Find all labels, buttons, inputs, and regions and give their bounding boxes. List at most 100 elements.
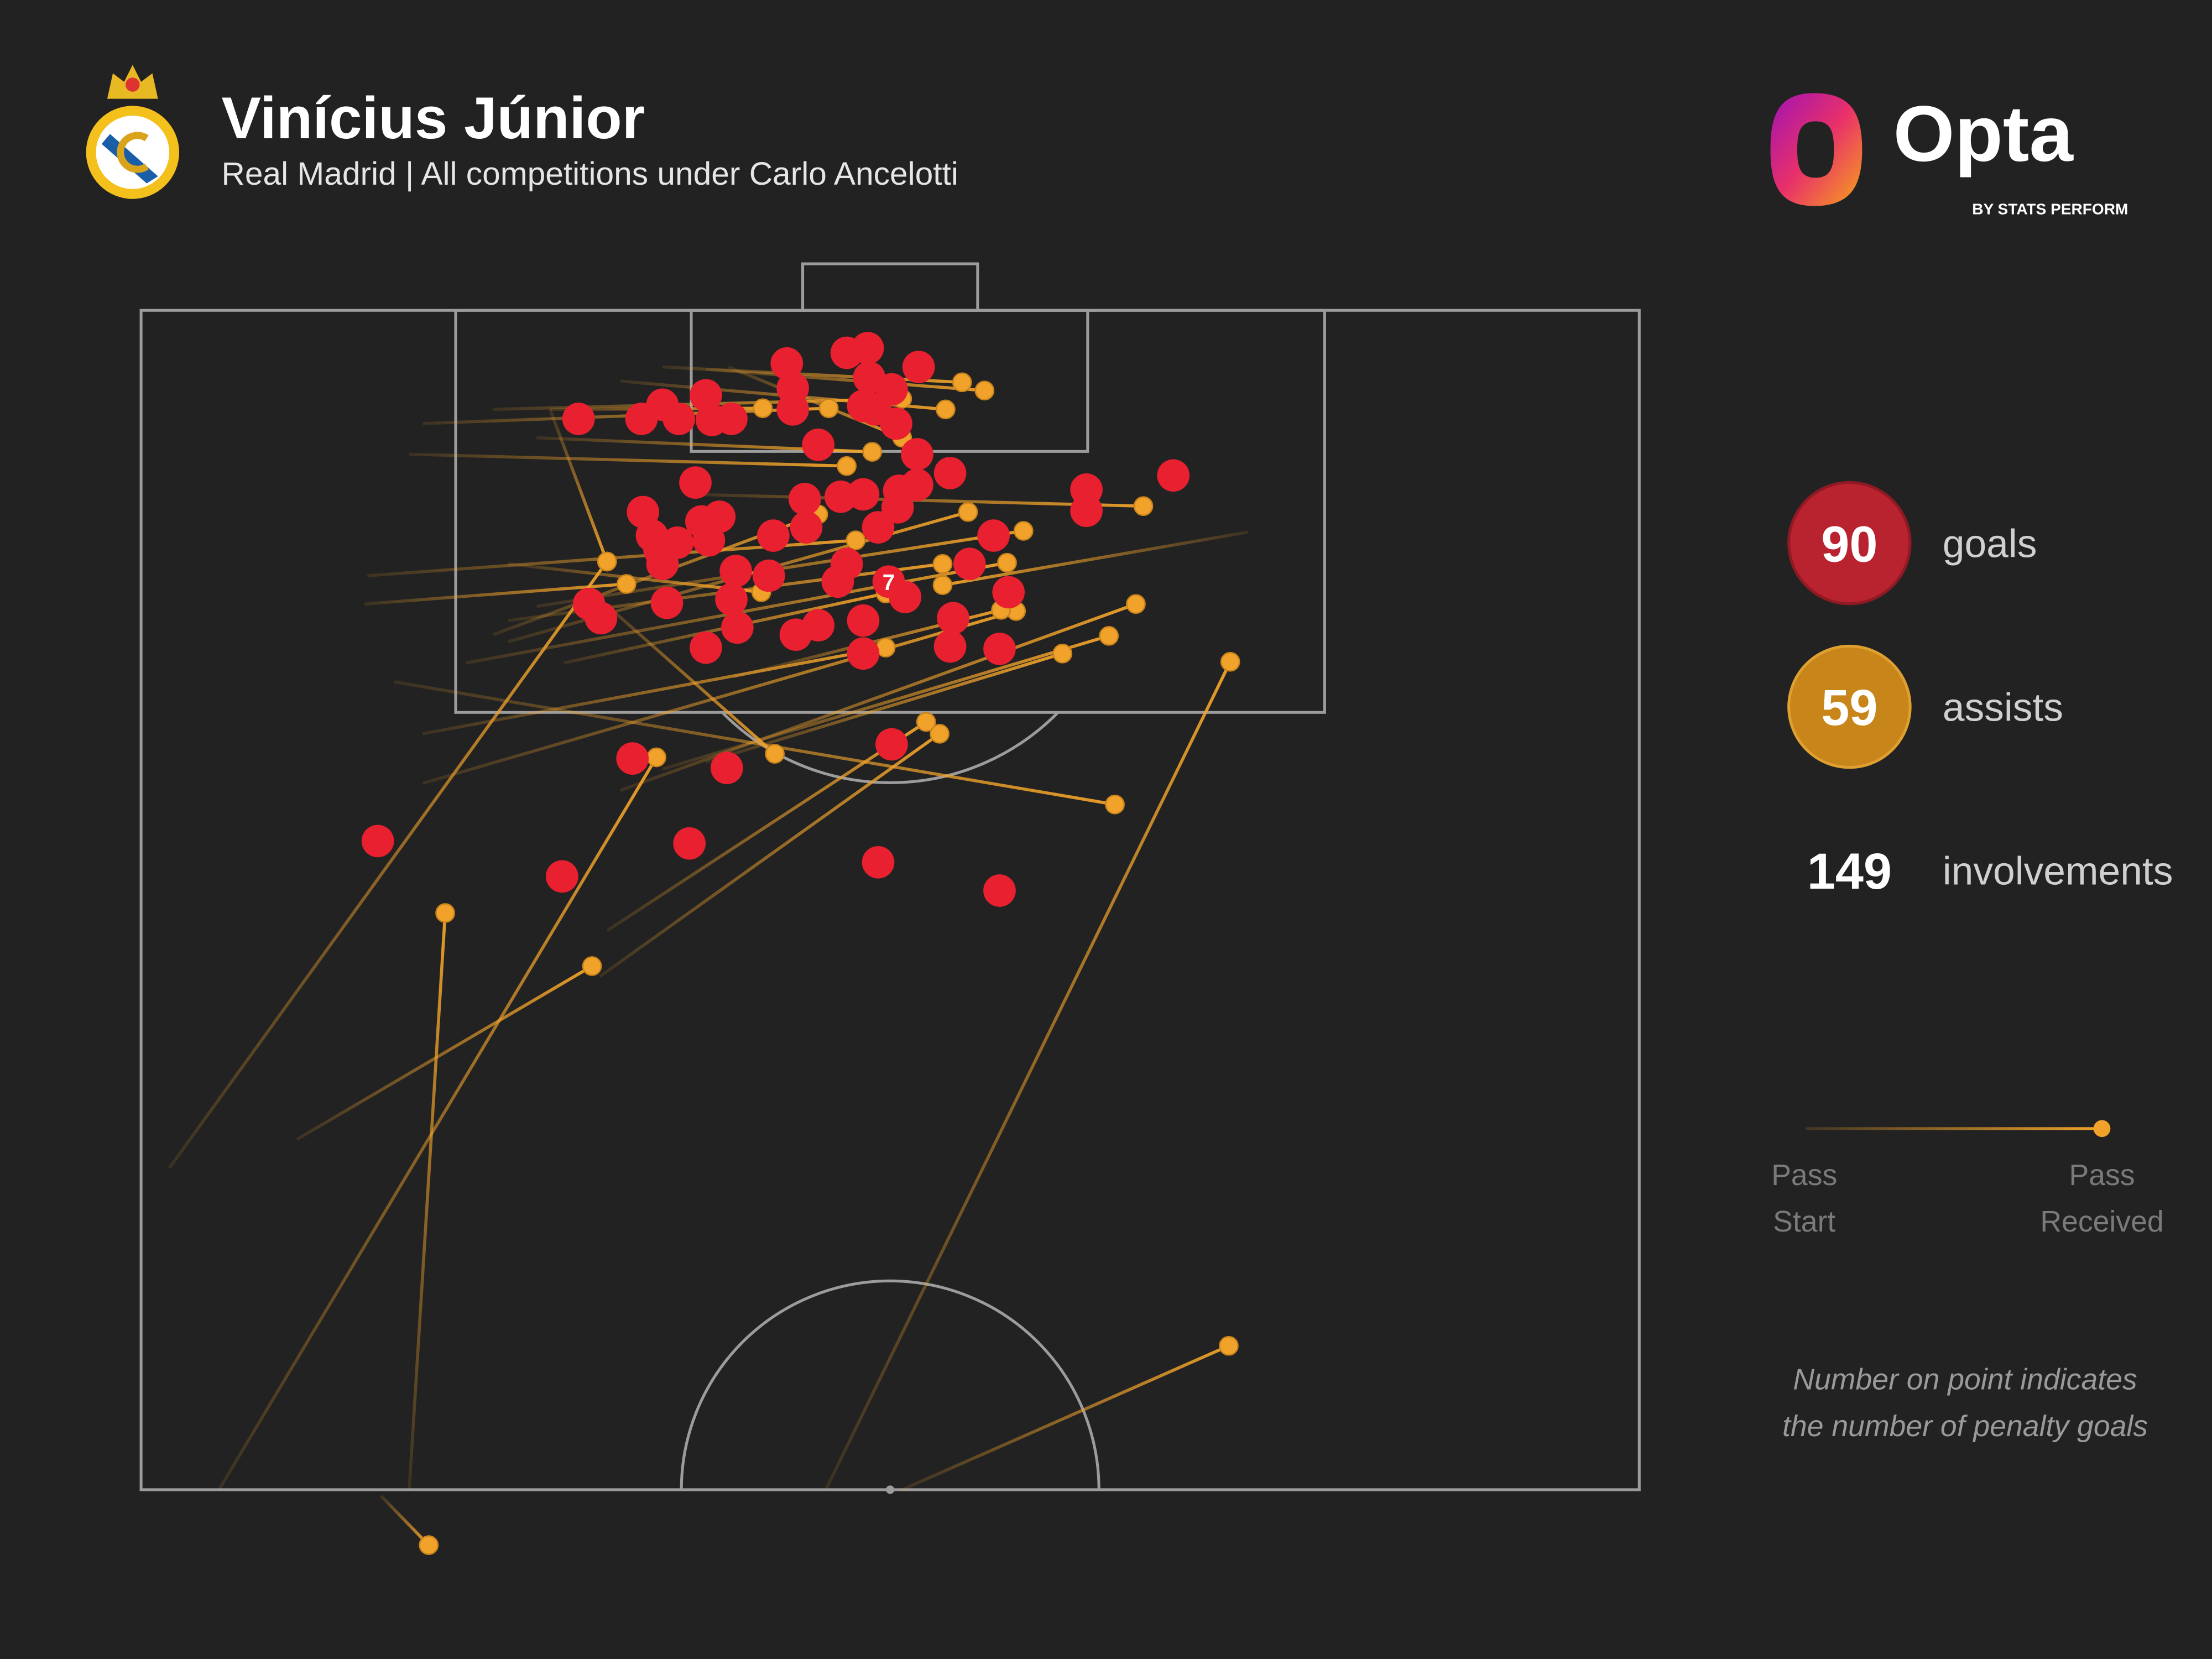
goal-point — [847, 389, 880, 422]
assist-received-point — [1220, 651, 1240, 672]
goal-point — [650, 586, 684, 619]
goal-point — [862, 511, 895, 544]
assist-received-point — [837, 456, 857, 476]
goal-point — [992, 576, 1025, 609]
assist-received-point — [818, 398, 839, 419]
assist-pass-line — [379, 1494, 430, 1547]
assist-pass-line — [824, 661, 1232, 1491]
assist-received-point — [765, 744, 785, 764]
assist-received-point — [1099, 625, 1119, 646]
goal-point — [616, 742, 649, 775]
goal-point — [824, 480, 857, 513]
assist-pass-line — [620, 602, 1136, 792]
goal-point — [902, 351, 935, 383]
assist-pass-line — [168, 560, 608, 1169]
assist-pass-line — [549, 409, 609, 562]
assist-received-point — [597, 551, 617, 572]
goal-point — [721, 611, 754, 644]
goal-point — [690, 379, 722, 412]
goal-point — [585, 602, 618, 635]
goal-point — [821, 565, 854, 598]
goal-point — [847, 604, 880, 637]
assists-label: assists — [1943, 686, 2063, 730]
goal-point — [847, 637, 880, 670]
goal-point — [802, 429, 834, 461]
assist-pass-line — [706, 368, 985, 393]
goals-label: goals — [1943, 522, 2037, 566]
center-spot — [886, 1485, 895, 1494]
assist-received-point — [1133, 496, 1154, 517]
goal-point — [662, 403, 696, 435]
assist-pass-line — [728, 365, 903, 440]
goal-point — [715, 403, 748, 435]
assist-received-point — [916, 712, 936, 732]
goal-point — [851, 332, 884, 364]
goal-point — [983, 874, 1016, 907]
opta-byline: BY STATS PERFORM — [1972, 201, 2128, 218]
goal-point — [643, 533, 676, 566]
assist-received-point — [646, 747, 666, 768]
center-circle — [680, 1279, 1100, 1490]
opta-wordmark: Opta — [1893, 90, 2074, 178]
stat-assists: 59 assists — [1787, 644, 2063, 769]
real-madrid-crest — [86, 65, 179, 199]
legend-pass-line — [1806, 1127, 2103, 1130]
assist-pass-line — [942, 530, 1249, 587]
goal-point — [933, 630, 967, 663]
page-title: Vinícius Júnior — [222, 85, 645, 151]
assist-received-point — [846, 530, 866, 550]
assist-pass-line — [408, 912, 447, 1490]
legend-start-1: Pass — [1771, 1159, 1837, 1192]
goals-badge — [1787, 481, 1912, 606]
goal-point — [788, 483, 821, 515]
assist-received-point — [932, 554, 953, 574]
goal — [801, 262, 979, 312]
assist-received-point — [419, 1535, 439, 1555]
assist-received-point — [753, 398, 773, 419]
assist-pass-line — [901, 1344, 1230, 1491]
assist-received-point — [997, 552, 1017, 573]
goal-point — [983, 632, 1016, 665]
assist-received-point — [932, 575, 953, 595]
goal-point — [937, 602, 969, 635]
assist-pass-line — [508, 562, 762, 594]
subtitle: Real Madrid | All competitions under Car… — [222, 156, 958, 192]
assist-pass-line — [591, 591, 776, 755]
assist-received-point — [1052, 643, 1073, 664]
goal-point — [881, 491, 914, 524]
goal-point — [901, 438, 933, 471]
goal-point — [875, 728, 908, 761]
assist-received-point — [930, 723, 950, 744]
assist-received-point — [958, 502, 978, 522]
goals-value: 90 — [1821, 516, 1877, 572]
goal-point — [562, 403, 595, 435]
goal-point — [690, 631, 722, 664]
assist-received-point — [1219, 1335, 1239, 1356]
goal-point — [673, 827, 706, 860]
goal-point — [715, 583, 748, 616]
goal-point — [776, 393, 809, 426]
legend-end-2: Received — [2040, 1206, 2163, 1238]
assist-received-point — [862, 442, 883, 462]
goal-point — [679, 466, 712, 499]
involvements-value: 149 — [1807, 843, 1892, 900]
goal-point — [790, 511, 823, 544]
involvements-label: involvements — [1943, 849, 2173, 893]
pitch — [139, 262, 1641, 1494]
assist-pass-line — [662, 634, 1110, 771]
goal-point — [1157, 459, 1190, 492]
legend-received-dot — [2093, 1120, 2111, 1138]
goal-point — [757, 519, 790, 552]
assist-pass-line — [409, 452, 847, 468]
legend-end-1: Pass — [2069, 1159, 2135, 1192]
goal-point — [752, 559, 785, 592]
goal-point — [862, 846, 895, 879]
assist-received-point — [1013, 521, 1034, 541]
assist-received-point — [435, 903, 455, 923]
opta-logo: Opta BY STATS PERFORM — [1770, 90, 2128, 218]
stat-involvements: 149 involvements — [1807, 843, 2173, 900]
stat-goals: 90 goals — [1787, 481, 2037, 606]
goal-point — [770, 347, 804, 380]
penalty-goal-point — [872, 565, 905, 598]
